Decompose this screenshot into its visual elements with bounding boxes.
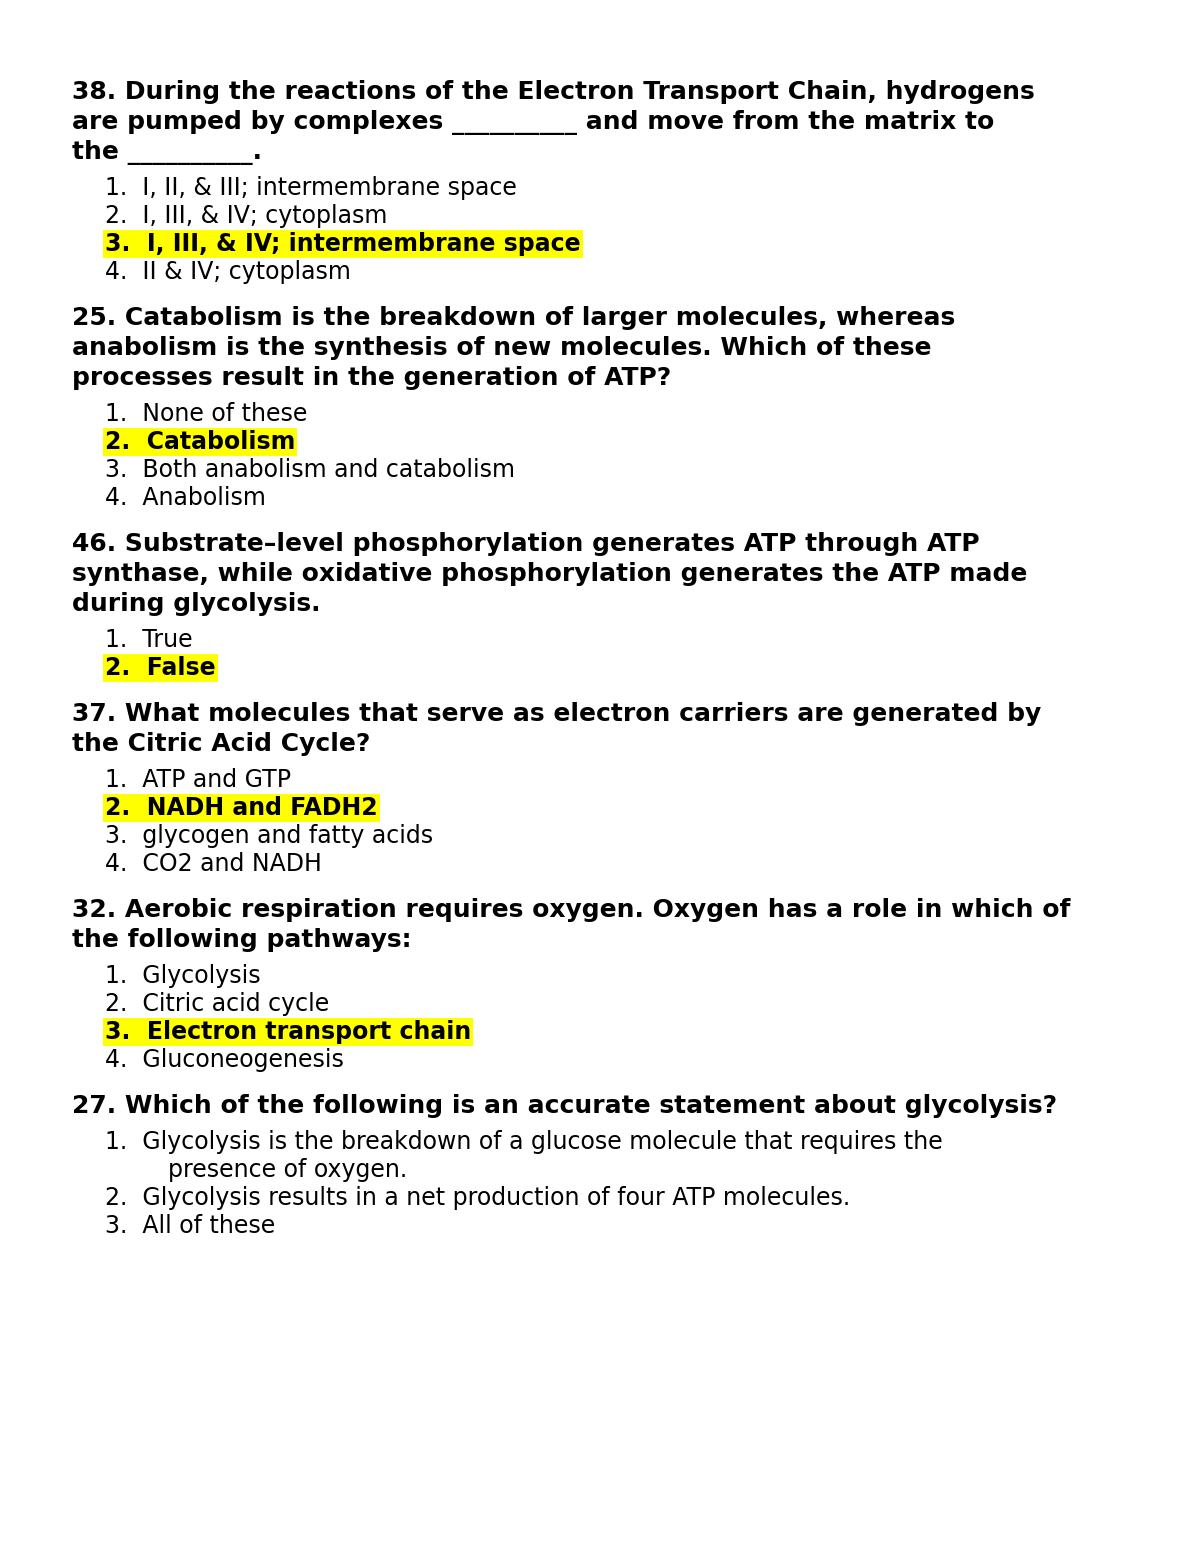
Text: 2.  Glycolysis results in a net production of four ATP molecules.: 2. Glycolysis results in a net productio… xyxy=(106,1186,851,1210)
Text: the Citric Acid Cycle?: the Citric Acid Cycle? xyxy=(72,731,371,756)
Text: 2.  NADH and FADH2: 2. NADH and FADH2 xyxy=(106,797,378,820)
Text: 46. Substrate–level phosphorylation generates ATP through ATP: 46. Substrate–level phosphorylation gene… xyxy=(72,533,979,556)
Text: 1.  Glycolysis is the breakdown of a glucose molecule that requires the: 1. Glycolysis is the breakdown of a gluc… xyxy=(106,1131,943,1154)
Text: 1.  Glycolysis: 1. Glycolysis xyxy=(106,964,260,988)
Text: 4.  II & IV; cytoplasm: 4. II & IV; cytoplasm xyxy=(106,259,350,284)
Text: 4.  CO2 and NADH: 4. CO2 and NADH xyxy=(106,853,322,876)
Text: 2.  I, III, & IV; cytoplasm: 2. I, III, & IV; cytoplasm xyxy=(106,203,388,228)
Text: 25. Catabolism is the breakdown of larger molecules, whereas: 25. Catabolism is the breakdown of large… xyxy=(72,306,955,329)
Text: the following pathways:: the following pathways: xyxy=(72,929,412,952)
Text: anabolism is the synthesis of new molecules. Which of these: anabolism is the synthesis of new molecu… xyxy=(72,335,931,360)
Text: 2.  False: 2. False xyxy=(106,655,216,680)
Text: 4.  Gluconeogenesis: 4. Gluconeogenesis xyxy=(106,1048,344,1072)
Text: presence of oxygen.: presence of oxygen. xyxy=(124,1159,407,1182)
Text: 32. Aerobic respiration requires oxygen. Oxygen has a role in which of: 32. Aerobic respiration requires oxygen.… xyxy=(72,898,1070,922)
Text: processes result in the generation of ATP?: processes result in the generation of AT… xyxy=(72,367,671,390)
Text: 37. What molecules that serve as electron carriers are generated by: 37. What molecules that serve as electro… xyxy=(72,702,1042,725)
Text: 1.  ATP and GTP: 1. ATP and GTP xyxy=(106,769,292,792)
Text: 1.  True: 1. True xyxy=(106,627,193,652)
Text: 3.  All of these: 3. All of these xyxy=(106,1214,275,1238)
Text: 2.  Catabolism: 2. Catabolism xyxy=(106,430,295,453)
Text: 3.  glycogen and fatty acids: 3. glycogen and fatty acids xyxy=(106,825,433,848)
Text: the __________.: the __________. xyxy=(72,140,262,165)
Text: 1.  I, II, & III; intermembrane space: 1. I, II, & III; intermembrane space xyxy=(106,175,517,200)
Text: 3.  Electron transport chain: 3. Electron transport chain xyxy=(106,1020,472,1044)
Text: 4.  Anabolism: 4. Anabolism xyxy=(106,486,266,509)
Text: synthase, while oxidative phosphorylation generates the ATP made: synthase, while oxidative phosphorylatio… xyxy=(72,562,1027,585)
Text: 1.  None of these: 1. None of these xyxy=(106,402,307,426)
Text: 3.  I, III, & IV; intermembrane space: 3. I, III, & IV; intermembrane space xyxy=(106,231,581,256)
Text: during glycolysis.: during glycolysis. xyxy=(72,592,320,617)
Text: 27. Which of the following is an accurate statement about glycolysis?: 27. Which of the following is an accurat… xyxy=(72,1093,1057,1118)
Text: 38. During the reactions of the Electron Transport Chain, hydrogens: 38. During the reactions of the Electron… xyxy=(72,81,1034,104)
Text: 3.  Both anabolism and catabolism: 3. Both anabolism and catabolism xyxy=(106,458,515,481)
Text: 2.  Citric acid cycle: 2. Citric acid cycle xyxy=(106,992,329,1016)
Text: are pumped by complexes __________ and move from the matrix to: are pumped by complexes __________ and m… xyxy=(72,110,995,135)
